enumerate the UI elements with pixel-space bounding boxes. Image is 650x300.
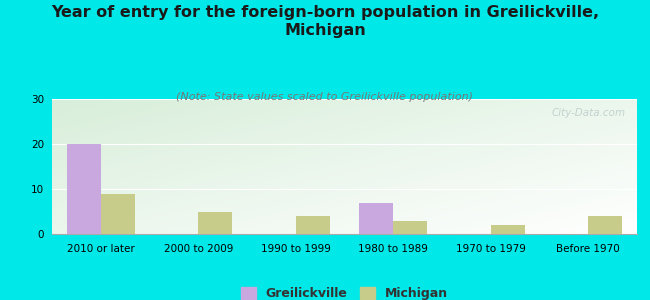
Bar (101, 194, 135, 234)
Bar (588, 216, 623, 234)
Bar (393, 220, 428, 234)
Bar (491, 225, 525, 234)
Text: (Note: State values scaled to Greilickville population): (Note: State values scaled to Greilickvi… (177, 92, 473, 101)
Text: Year of entry for the foreign-born population in Greilickville,
Michigan: Year of entry for the foreign-born popul… (51, 4, 599, 38)
Bar (296, 216, 330, 234)
Legend: Greilickville, Michigan: Greilickville, Michigan (237, 284, 452, 300)
Bar (66, 144, 101, 234)
Bar (359, 202, 393, 234)
Bar (198, 212, 233, 234)
Text: City-Data.com: City-Data.com (551, 108, 625, 118)
